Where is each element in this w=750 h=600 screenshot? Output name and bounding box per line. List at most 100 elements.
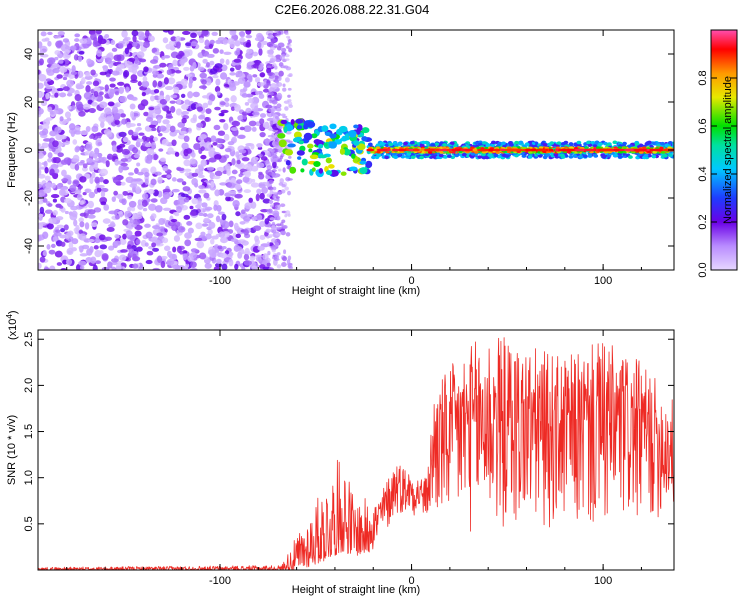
spectrogram-noise-cell xyxy=(288,262,293,269)
spectrogram-noise-cell xyxy=(258,173,265,180)
spectrogram-noise-cell xyxy=(43,138,52,142)
spectrogram-noise-cell xyxy=(171,139,177,147)
spectrogram-noise-cell xyxy=(39,45,48,54)
spectrogram-noise-cell xyxy=(274,204,281,209)
spectrogram-noise-cell xyxy=(164,85,174,91)
spectrogram-noise-cell xyxy=(247,61,255,66)
spectrogram-noise-cell xyxy=(234,263,239,270)
spectrogram-noise-cell xyxy=(183,197,190,203)
spectrogram-noise-cell xyxy=(109,83,116,88)
spectrogram-noise-cell xyxy=(134,230,142,237)
spectrogram-noise-cell xyxy=(228,258,234,267)
spectrogram-signal-cell xyxy=(296,150,305,156)
spectrogram-noise-cell xyxy=(158,95,164,100)
spectrogram-noise-cell xyxy=(194,168,201,174)
spectrogram-band-cell xyxy=(645,141,651,145)
spectrogram-noise-cell xyxy=(206,166,215,171)
spectrogram-noise-cell xyxy=(102,65,109,72)
spectrogram-noise-cell xyxy=(267,72,273,76)
spectrogram-noise-cell xyxy=(39,256,46,263)
spectrogram-noise-cell xyxy=(221,221,230,229)
spectrogram-noise-cell xyxy=(66,92,73,97)
spectrogram-noise-cell xyxy=(130,206,136,212)
spectrogram-noise-cell xyxy=(140,99,149,107)
spectrogram-noise-cell xyxy=(265,104,273,109)
spectrogram-noise-cell xyxy=(205,233,212,240)
spectrogram-noise-cell xyxy=(166,123,171,128)
spectrogram-noise-cell xyxy=(281,256,288,262)
spectrogram-noise-cell xyxy=(118,254,127,261)
y-tick-label: 2.5 xyxy=(23,332,35,347)
spectrogram-noise-cell xyxy=(152,267,160,270)
spectrogram-noise-cell xyxy=(48,217,57,224)
spectrogram-noise-cell xyxy=(56,74,63,79)
spectrogram-noise-cell xyxy=(53,35,62,39)
spectrogram-noise-cell xyxy=(185,42,192,47)
spectrogram-noise-cell xyxy=(187,227,194,234)
spectrogram-noise-cell xyxy=(179,130,187,135)
spectrogram-noise-cell xyxy=(154,51,161,56)
spectrogram-noise-cell xyxy=(171,177,177,182)
spectrogram-noise-cell xyxy=(282,83,286,88)
spectrogram-noise-cell xyxy=(266,67,272,74)
spectrogram-noise-cell xyxy=(119,143,126,148)
spectrogram-noise-cell xyxy=(233,222,239,231)
spectrogram-noise-cell xyxy=(287,94,291,98)
spectrogram-noise-cell xyxy=(265,174,271,180)
spectrogram-noise-cell xyxy=(117,81,125,86)
spectrogram-noise-cell xyxy=(90,109,96,114)
spectrogram-noise-cell xyxy=(99,176,104,183)
spectrogram-band-cell xyxy=(549,141,555,145)
spectrogram-noise-cell xyxy=(114,158,120,166)
colorbar xyxy=(710,29,738,271)
spectrogram-noise-cell xyxy=(209,238,215,245)
spectrogram-noise-cell xyxy=(192,76,197,81)
spectrogram-noise-cell xyxy=(131,223,137,228)
spectrogram-noise-cell xyxy=(243,229,249,236)
spectrogram-noise-cell xyxy=(66,79,74,87)
spectrogram-noise-cell xyxy=(278,70,284,77)
spectrogram-noise-cell xyxy=(241,157,250,162)
spectrogram-noise-cell xyxy=(192,114,197,122)
spectrogram-noise-cell xyxy=(85,85,91,93)
spectrogram-noise-cell xyxy=(107,153,113,160)
spectrogram-noise-cell xyxy=(133,215,143,220)
spectrogram-signal-cell xyxy=(318,154,328,159)
spectrogram-noise-cell xyxy=(158,148,164,152)
spectrogram-noise-cell xyxy=(282,167,286,173)
spectrogram-noise-cell xyxy=(182,250,188,254)
spectrogram-noise-cell xyxy=(167,250,172,258)
spectrogram-noise-cell xyxy=(140,33,145,38)
spectrogram-noise-cell xyxy=(121,30,128,38)
spectrogram-noise-cell xyxy=(59,116,64,122)
spectrogram-noise-cell xyxy=(257,256,262,262)
spectrogram-noise-cell xyxy=(38,82,44,89)
spectrogram-noise-cell xyxy=(87,99,93,105)
spectrogram-noise-cell xyxy=(136,246,143,252)
spectrogram-band-cell xyxy=(568,155,574,159)
spectrogram-noise-cell xyxy=(251,126,257,132)
spectrogram-noise-cell xyxy=(182,30,191,36)
spectrogram-peak-cell xyxy=(412,148,420,152)
spectrogram-noise-cell xyxy=(74,38,80,42)
spectrogram-noise-cell xyxy=(208,93,216,102)
spectrogram-noise-cell xyxy=(105,73,111,78)
spectrogram-noise-cell xyxy=(59,66,68,73)
spectrogram-noise-cell xyxy=(267,53,274,58)
spectrogram-noise-cell xyxy=(63,157,72,164)
spectrogram-noise-cell xyxy=(93,152,98,159)
spectrogram-noise-cell xyxy=(229,67,235,72)
spectrogram-noise-cell xyxy=(41,142,49,149)
spectrogram-noise-cell xyxy=(89,150,95,157)
spectrogram-noise-cell xyxy=(209,60,215,66)
spectrogram-noise-cell xyxy=(265,228,271,234)
spectrogram-signal-cell xyxy=(284,149,294,156)
spectrogram-noise-cell xyxy=(276,46,282,51)
spectrogram-noise-cell xyxy=(114,234,120,239)
spectrogram-noise-cell xyxy=(114,240,122,246)
spectrogram-noise-cell xyxy=(256,188,262,195)
spectrogram-band-cell xyxy=(612,153,618,158)
spectrogram-band-cell xyxy=(376,150,381,154)
spectrogram-noise-cell xyxy=(243,81,251,88)
spectrogram-noise-cell xyxy=(160,255,168,260)
